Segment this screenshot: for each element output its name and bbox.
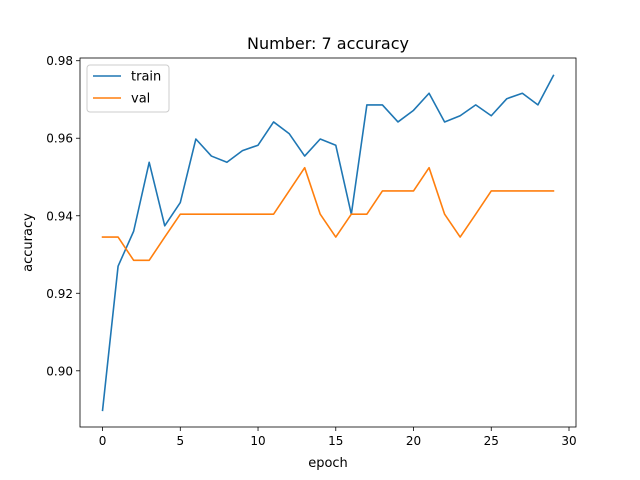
x-tick-label: 15 [328, 434, 343, 448]
x-tick-label: 5 [176, 434, 184, 448]
plot-area [101, 74, 555, 412]
x-axis: 0 5 10 15 20 25 30 [99, 427, 577, 448]
y-axis: 0.90 0.92 0.94 0.96 0.98 [46, 54, 80, 378]
y-tick-label: 0.98 [46, 54, 73, 68]
y-tick-label: 0.90 [46, 364, 73, 378]
x-tick-label: 30 [561, 434, 576, 448]
y-tick-label: 0.94 [46, 209, 73, 223]
series-line-train [101, 74, 555, 412]
x-tick-label: 25 [484, 434, 499, 448]
x-tick-label: 20 [406, 434, 421, 448]
x-tick-label: 10 [250, 434, 265, 448]
x-axis-label: epoch [308, 456, 348, 471]
y-tick-label: 0.96 [46, 132, 73, 146]
legend-label-val: val [131, 92, 150, 107]
legend-label-train: train [131, 70, 161, 85]
y-tick-label: 0.92 [46, 287, 73, 301]
y-axis-label: accuracy [21, 213, 36, 272]
series-line-val [101, 166, 555, 262]
legend: train val [86, 64, 170, 113]
chart-title: Number: 7 accuracy [247, 34, 409, 53]
x-tick-label: 0 [99, 434, 107, 448]
axes-frame [79, 57, 577, 428]
